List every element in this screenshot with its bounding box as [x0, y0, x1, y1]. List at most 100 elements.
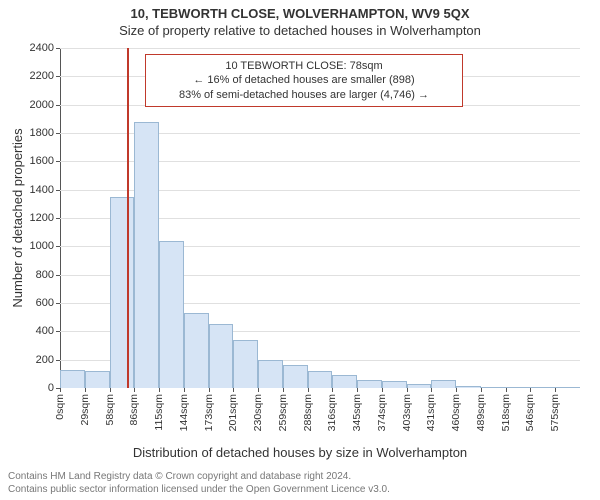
- ytick-label: 600: [36, 297, 54, 309]
- xtick-label: 489sqm: [475, 394, 487, 431]
- bar: [481, 387, 506, 388]
- annotation-line-1: 10 TEBWORTH CLOSE: 78sqm: [154, 59, 454, 73]
- marker-line: [127, 48, 129, 388]
- xtick-mark: [357, 388, 358, 392]
- xtick-label: 460sqm: [450, 394, 462, 431]
- footer: Contains HM Land Registry data © Crown c…: [8, 471, 390, 496]
- ytick-mark: [56, 133, 60, 134]
- xtick-mark: [332, 388, 333, 392]
- bar: [530, 387, 555, 388]
- xtick-mark: [60, 388, 61, 392]
- page-subtitle: Size of property relative to detached ho…: [0, 23, 600, 38]
- bar: [357, 380, 382, 389]
- annotation-line-3: 83% of semi-detached houses are larger (…: [154, 88, 454, 102]
- xtick-label: 259sqm: [277, 394, 289, 431]
- xtick-mark: [506, 388, 507, 392]
- xtick-label: 431sqm: [425, 394, 437, 431]
- xtick-label: 115sqm: [153, 394, 165, 431]
- ytick-label: 0: [48, 382, 54, 394]
- xtick-mark: [308, 388, 309, 392]
- ytick-label: 1800: [30, 127, 54, 139]
- annotation-line-2: ← 16% of detached houses are smaller (89…: [154, 73, 454, 87]
- xtick-label: 546sqm: [524, 394, 536, 431]
- bar: [555, 387, 580, 388]
- xtick-mark: [283, 388, 284, 392]
- bar: [258, 360, 283, 388]
- bar: [184, 313, 209, 388]
- ytick-label: 2400: [30, 42, 54, 54]
- xtick-mark: [456, 388, 457, 392]
- xtick-label: 345sqm: [351, 394, 363, 431]
- xtick-mark: [258, 388, 259, 392]
- ytick-label: 2000: [30, 99, 54, 111]
- bar: [233, 340, 258, 388]
- xtick-mark: [209, 388, 210, 392]
- bar: [159, 241, 184, 388]
- ytick-label: 1000: [30, 240, 54, 252]
- xtick-mark: [184, 388, 185, 392]
- bar: [283, 365, 308, 388]
- ytick-label: 1400: [30, 184, 54, 196]
- y-axis-label: Number of detached properties: [10, 39, 25, 218]
- footer-line-1: Contains HM Land Registry data © Crown c…: [8, 471, 390, 484]
- chart: 0200400600800100012001400160018002000220…: [60, 48, 580, 388]
- ytick-label: 800: [36, 269, 54, 281]
- ytick-mark: [56, 105, 60, 106]
- xtick-label: 173sqm: [203, 394, 215, 431]
- ytick-label: 200: [36, 354, 54, 366]
- bar: [431, 380, 456, 389]
- bar: [209, 324, 234, 388]
- ytick-label: 1200: [30, 212, 54, 224]
- xtick-label: 575sqm: [549, 394, 561, 431]
- xtick-label: 0sqm: [54, 394, 66, 420]
- xtick-label: 29sqm: [79, 394, 91, 426]
- bar: [332, 375, 357, 388]
- xtick-mark: [530, 388, 531, 392]
- xtick-mark: [159, 388, 160, 392]
- ytick-label: 2200: [30, 70, 54, 82]
- xtick-label: 201sqm: [227, 394, 239, 431]
- xtick-mark: [110, 388, 111, 392]
- bar: [110, 197, 135, 388]
- xtick-mark: [481, 388, 482, 392]
- bar: [407, 384, 432, 388]
- ytick-mark: [56, 303, 60, 304]
- x-axis-label: Distribution of detached houses by size …: [0, 445, 600, 460]
- xtick-mark: [431, 388, 432, 392]
- gridline: [60, 48, 580, 49]
- xtick-mark: [85, 388, 86, 392]
- xtick-mark: [382, 388, 383, 392]
- ytick-mark: [56, 360, 60, 361]
- bar: [134, 122, 159, 388]
- ytick-mark: [56, 246, 60, 247]
- xtick-label: 86sqm: [128, 394, 140, 426]
- xtick-label: 518sqm: [500, 394, 512, 431]
- xtick-label: 374sqm: [376, 394, 388, 431]
- ytick-mark: [56, 275, 60, 276]
- bar: [85, 371, 110, 388]
- page-title: 10, TEBWORTH CLOSE, WOLVERHAMPTON, WV9 5…: [0, 0, 600, 21]
- ytick-mark: [56, 48, 60, 49]
- bar: [60, 370, 85, 388]
- xtick-label: 288sqm: [302, 394, 314, 431]
- ytick-label: 1600: [30, 155, 54, 167]
- xtick-label: 58sqm: [104, 394, 116, 426]
- xtick-label: 316sqm: [326, 394, 338, 431]
- xtick-mark: [407, 388, 408, 392]
- ytick-mark: [56, 331, 60, 332]
- bar: [382, 381, 407, 388]
- bar: [308, 371, 333, 388]
- xtick-label: 144sqm: [178, 394, 190, 431]
- xtick-mark: [555, 388, 556, 392]
- xtick-label: 403sqm: [401, 394, 413, 431]
- xtick-mark: [134, 388, 135, 392]
- ytick-mark: [56, 190, 60, 191]
- bar: [456, 386, 481, 388]
- ytick-mark: [56, 161, 60, 162]
- annotation-box: 10 TEBWORTH CLOSE: 78sqm ← 16% of detach…: [145, 54, 463, 107]
- ytick-mark: [56, 76, 60, 77]
- xtick-mark: [233, 388, 234, 392]
- ytick-label: 400: [36, 325, 54, 337]
- bar: [506, 387, 531, 388]
- ytick-mark: [56, 218, 60, 219]
